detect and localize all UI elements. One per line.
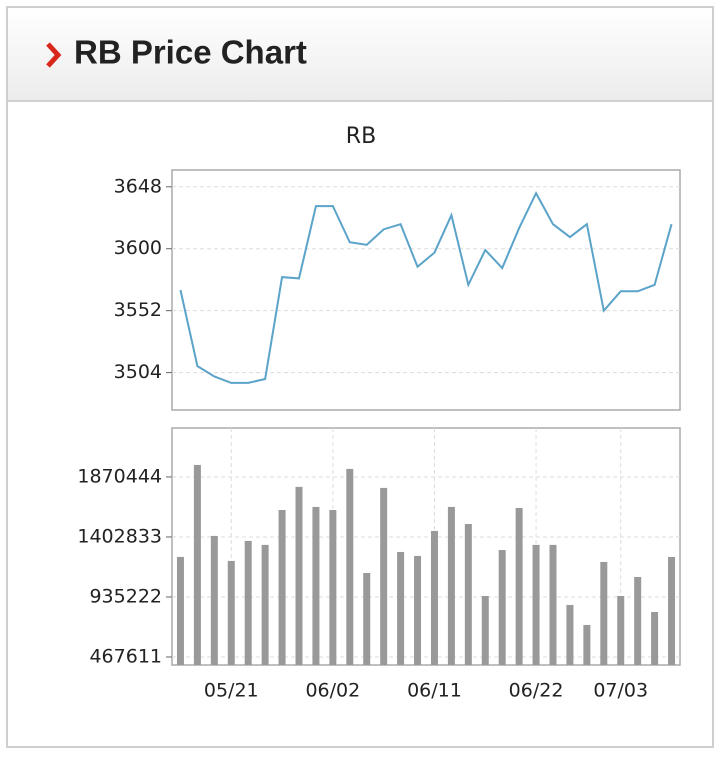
bar: [227, 560, 235, 665]
x-tick-label: 06/22: [509, 680, 564, 702]
x-tick-label: 06/11: [407, 680, 462, 702]
bar: [549, 544, 557, 665]
header-title: RB Price Chart: [74, 34, 307, 71]
chevron-icon: [46, 42, 62, 68]
bar: [210, 535, 218, 665]
bar: [329, 509, 337, 665]
y-tick-label: 3648: [114, 175, 162, 197]
bar: [380, 487, 388, 665]
y-tick-label: 467611: [89, 645, 162, 667]
bar: [498, 550, 506, 665]
bar: [244, 540, 252, 665]
y-tick-label: 3504: [114, 361, 162, 383]
bar: [346, 468, 354, 665]
bar: [176, 556, 184, 665]
y-tick-label: 3600: [114, 237, 162, 259]
x-tick-label: 06/02: [305, 680, 360, 702]
bar: [617, 595, 625, 665]
bar: [651, 612, 659, 665]
price-line: [179, 191, 673, 384]
bar: [312, 506, 320, 665]
bar: [278, 509, 286, 665]
bar: [668, 556, 676, 665]
plots: 3504 3552 3600 3648 467611 935222 1402833 18704…: [77, 169, 681, 702]
y-tick-label: 1870444: [77, 465, 162, 487]
x-tick-label: 05/21: [204, 680, 259, 702]
bar: [447, 506, 455, 665]
bar: [397, 551, 405, 665]
bar: [600, 561, 608, 665]
x-tick-label: 07/03: [593, 680, 648, 702]
bar: [532, 544, 540, 665]
bar: [193, 464, 201, 665]
bar: [515, 507, 523, 665]
y-tick-label: 935222: [89, 585, 162, 607]
y-tick-label: 1402833: [77, 525, 162, 547]
chart-title: RB: [346, 124, 376, 149]
bar: [481, 595, 489, 665]
bar: [430, 530, 438, 665]
plot-area: [171, 427, 681, 666]
bar: [566, 604, 574, 665]
bar: [414, 555, 422, 665]
y-tick-label: 3552: [114, 299, 162, 321]
header-bg: [8, 8, 712, 100]
bar: [295, 486, 303, 665]
bar: [464, 523, 472, 665]
bar: [634, 576, 642, 665]
bar: [583, 624, 591, 665]
bar: [261, 544, 269, 665]
plot-area: [171, 169, 681, 411]
bar: [363, 572, 371, 665]
